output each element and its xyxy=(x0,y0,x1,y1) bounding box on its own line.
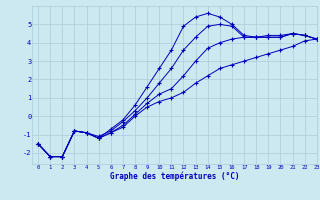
X-axis label: Graphe des températures (°C): Graphe des températures (°C) xyxy=(110,171,239,181)
